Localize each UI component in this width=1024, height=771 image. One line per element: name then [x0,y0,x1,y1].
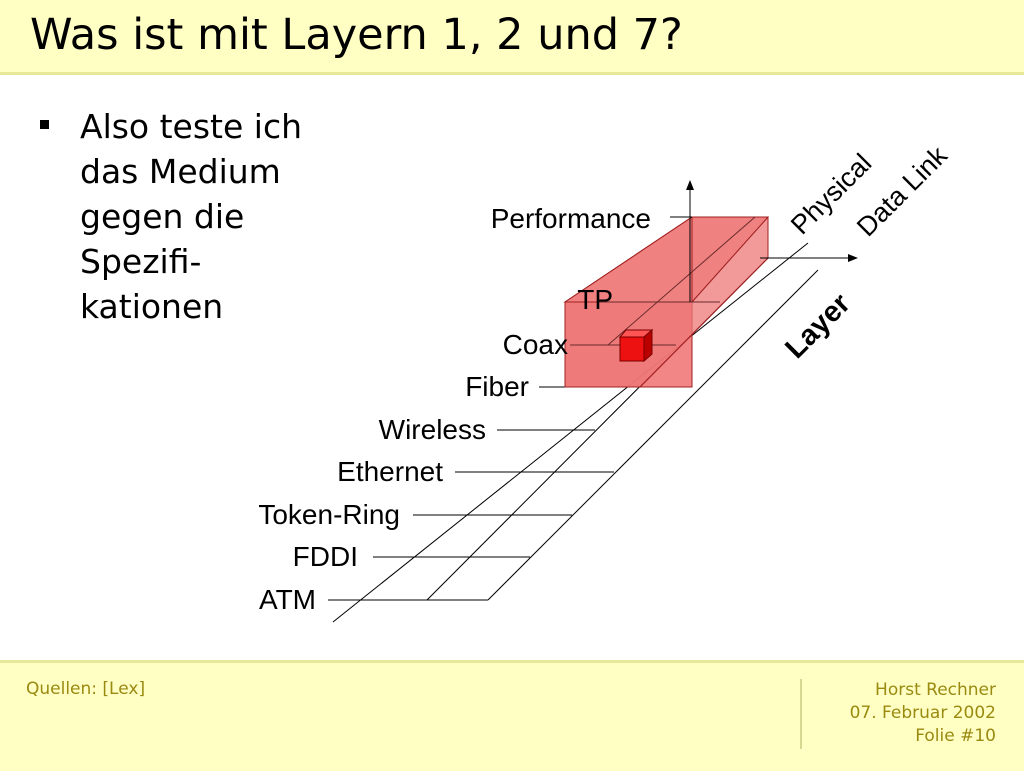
bullet-line: gegen die [80,197,245,236]
media-label-token-ring: Token-Ring [258,499,400,530]
media-label-fddi: FDDI [293,541,358,572]
footer-sources: Quellen: [Lex] [26,679,146,699]
footer-slide-number: Folie #10 [915,726,996,746]
bullet-marker-icon [40,120,49,129]
bullet-line: Also teste ich [80,107,303,146]
footer-date: 07. Februar 2002 [849,703,996,723]
slide-title: Was ist mit Layern 1, 2 und 7? [30,10,683,60]
bullet-line: Spezifi- [80,242,202,281]
footer: Quellen: [Lex] Horst Rechner 07. Februar… [0,660,1024,771]
media-label-fiber: Fiber [465,371,529,402]
bullet-line: kationen [80,287,224,326]
media-label-ethernet: Ethernet [337,456,443,487]
bullet-line: das Medium [80,152,281,191]
bullet-list: Also teste ich das Medium gegen die Spez… [36,104,366,329]
media-label-coax: Coax [503,329,568,360]
cube-front [619,336,645,362]
performance-label: Performance [491,203,651,234]
front-rail [332,242,809,623]
footer-divider [800,679,802,749]
axis-arrow-right-icon [848,254,858,262]
bar-edge [691,216,769,303]
back-rail [487,269,819,601]
title-bar: Was ist mit Layern 1, 2 und 7? [0,0,1024,75]
bar-edge [639,257,769,388]
footer-info: Horst Rechner 07. Februar 2002 Folie #10 [850,679,996,748]
cube-side [643,328,653,363]
media-label-atm: ATM [259,584,316,615]
footer-author: Horst Rechner [875,680,996,700]
layer-label-data-link: Data Link [851,140,953,242]
layer-axis-label: Layer [779,288,856,365]
media-label-tp: TP [577,284,613,315]
axis-arrow-up-icon [686,180,694,190]
inner-rail [607,216,756,346]
bullet-item: Also teste ich das Medium gegen die Spez… [36,104,366,329]
media-label-wireless: Wireless [379,414,486,445]
